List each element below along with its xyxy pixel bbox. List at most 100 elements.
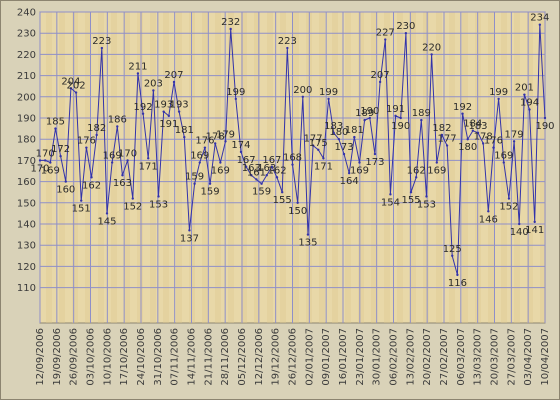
data-label: 125	[443, 244, 462, 255]
data-label: 191	[159, 119, 178, 130]
data-point	[420, 118, 423, 122]
data-label: 178	[206, 131, 225, 142]
data-point	[244, 165, 248, 168]
data-point	[136, 72, 140, 75]
data-label: 181	[175, 125, 194, 136]
data-point	[471, 129, 475, 132]
x-tick-label: 14/11/2006	[187, 328, 198, 386]
data-point	[347, 171, 351, 175]
data-label: 169	[427, 166, 446, 177]
data-label: 152	[123, 202, 142, 213]
data-label: 145	[97, 216, 116, 227]
x-tick-label: 05/12/2006	[237, 328, 248, 386]
data-label: 163	[242, 163, 261, 174]
data-label: 171	[139, 161, 158, 172]
background-strip	[436, 12, 442, 323]
data-point	[358, 161, 361, 164]
data-point	[177, 110, 181, 113]
x-tick-label: 03/04/2007	[523, 328, 534, 386]
x-tick-label: 23/01/2007	[355, 328, 366, 386]
data-point	[69, 87, 73, 90]
background-strip	[111, 12, 117, 323]
data-label: 170	[36, 148, 55, 159]
data-point	[162, 110, 165, 113]
data-point	[425, 195, 428, 198]
data-point	[378, 80, 382, 84]
data-label: 207	[371, 70, 390, 81]
data-label: 207	[164, 70, 183, 81]
x-tick-label: 12/12/2006	[254, 328, 265, 386]
x-tick-label: 21/11/2006	[203, 328, 214, 386]
data-label: 184	[463, 119, 482, 130]
data-point	[183, 135, 186, 139]
data-point	[110, 161, 114, 164]
data-label: 169	[103, 151, 122, 162]
data-point	[332, 131, 335, 135]
data-label: 200	[293, 85, 312, 96]
data-label: 202	[67, 81, 86, 92]
data-point	[224, 140, 227, 143]
background-strip	[46, 12, 52, 323]
data-label: 177	[304, 134, 323, 145]
data-label: 169	[190, 151, 209, 162]
background-strip	[163, 12, 169, 323]
data-point	[90, 176, 93, 179]
data-point	[466, 138, 469, 141]
x-tick-label: 13/03/2007	[473, 328, 484, 386]
y-tick-label: 240	[17, 8, 36, 19]
x-tick-label: 17/10/2006	[119, 328, 130, 386]
y-tick-label: 200	[17, 92, 36, 103]
x-tick-label: 10/04/2007	[540, 328, 551, 386]
x-tick-label: 02/01/2007	[304, 328, 315, 386]
data-label: 232	[221, 17, 240, 28]
data-point	[543, 116, 547, 120]
background-strip	[514, 12, 520, 323]
data-point	[74, 91, 78, 94]
data-label: 175	[309, 138, 328, 149]
data-label: 179	[216, 129, 235, 140]
data-label: 169	[211, 166, 230, 177]
data-point	[476, 131, 480, 135]
data-label: 169	[41, 166, 60, 177]
background-strip	[150, 12, 156, 323]
data-point	[280, 191, 284, 194]
background-strip	[332, 12, 338, 323]
data-point	[121, 174, 124, 177]
data-label: 192	[134, 102, 153, 113]
data-label: 154	[381, 197, 400, 208]
background-strip	[124, 12, 130, 323]
data-point	[430, 53, 433, 56]
y-tick-label: 140	[17, 220, 36, 231]
data-label: 186	[108, 114, 127, 125]
x-tick-label: 13/02/2007	[405, 328, 416, 386]
data-label: 159	[252, 187, 271, 198]
x-tick-label: 12/09/2006	[35, 328, 46, 386]
y-tick-label: 170	[17, 156, 36, 167]
data-label: 178	[474, 131, 493, 142]
data-label: 152	[499, 202, 518, 213]
data-point	[141, 112, 145, 115]
background-strip	[254, 12, 260, 323]
background-strip	[215, 12, 221, 323]
data-label: 173	[365, 157, 384, 168]
background-strip	[98, 12, 104, 323]
data-label: 193	[154, 100, 173, 111]
data-label: 181	[345, 125, 364, 136]
data-point	[399, 116, 402, 120]
data-point	[512, 140, 516, 143]
data-label: 151	[72, 204, 91, 215]
background-strip	[202, 12, 208, 323]
data-point	[260, 182, 263, 185]
y-tick-label: 190	[17, 114, 36, 125]
data-point	[440, 133, 444, 137]
data-label: 220	[422, 42, 441, 53]
background-strip	[59, 12, 65, 323]
data-point	[203, 146, 207, 149]
data-point	[250, 174, 253, 177]
data-point	[507, 197, 511, 200]
data-label: 159	[185, 172, 204, 183]
data-label: 199	[226, 87, 245, 98]
background-strip	[176, 12, 182, 323]
x-tick-label: 30/01/2007	[372, 328, 383, 386]
data-point	[404, 32, 408, 35]
